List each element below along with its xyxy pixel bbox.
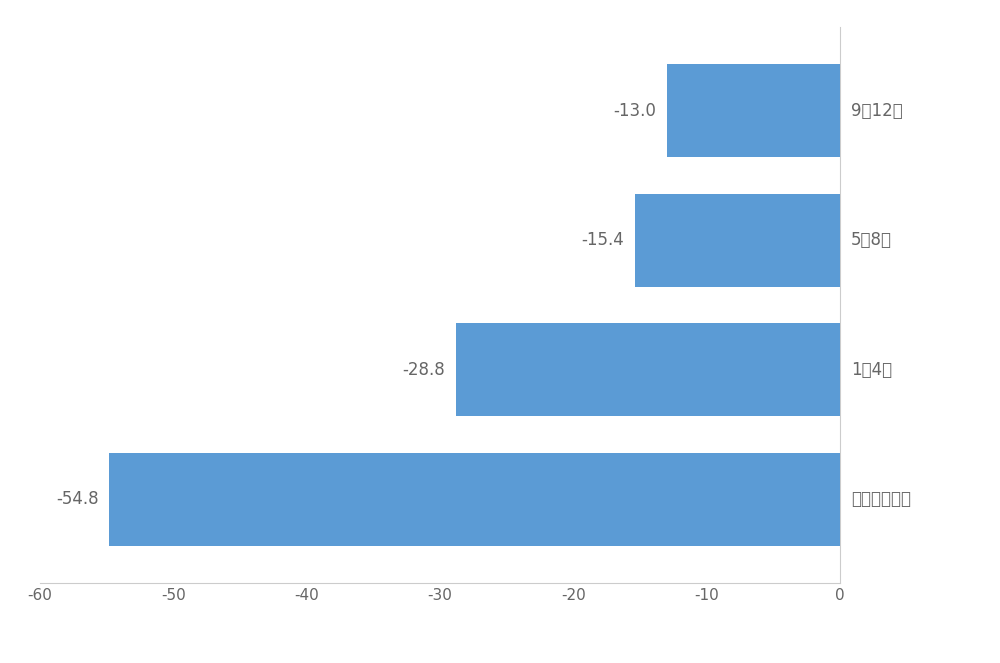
Bar xyxy=(635,194,840,287)
Text: -28.8: -28.8 xyxy=(403,361,445,379)
Bar xyxy=(667,64,840,157)
Text: 全く知らない: 全く知らない xyxy=(851,490,911,509)
Bar xyxy=(109,453,840,546)
Text: -13.0: -13.0 xyxy=(613,101,656,120)
Text: -54.8: -54.8 xyxy=(56,490,99,509)
Text: 9～12個: 9～12個 xyxy=(851,101,903,120)
Text: 5～8個: 5～8個 xyxy=(851,231,892,249)
Text: 1～4個: 1～4個 xyxy=(851,361,892,379)
Bar xyxy=(456,323,840,416)
Text: -15.4: -15.4 xyxy=(581,231,624,249)
